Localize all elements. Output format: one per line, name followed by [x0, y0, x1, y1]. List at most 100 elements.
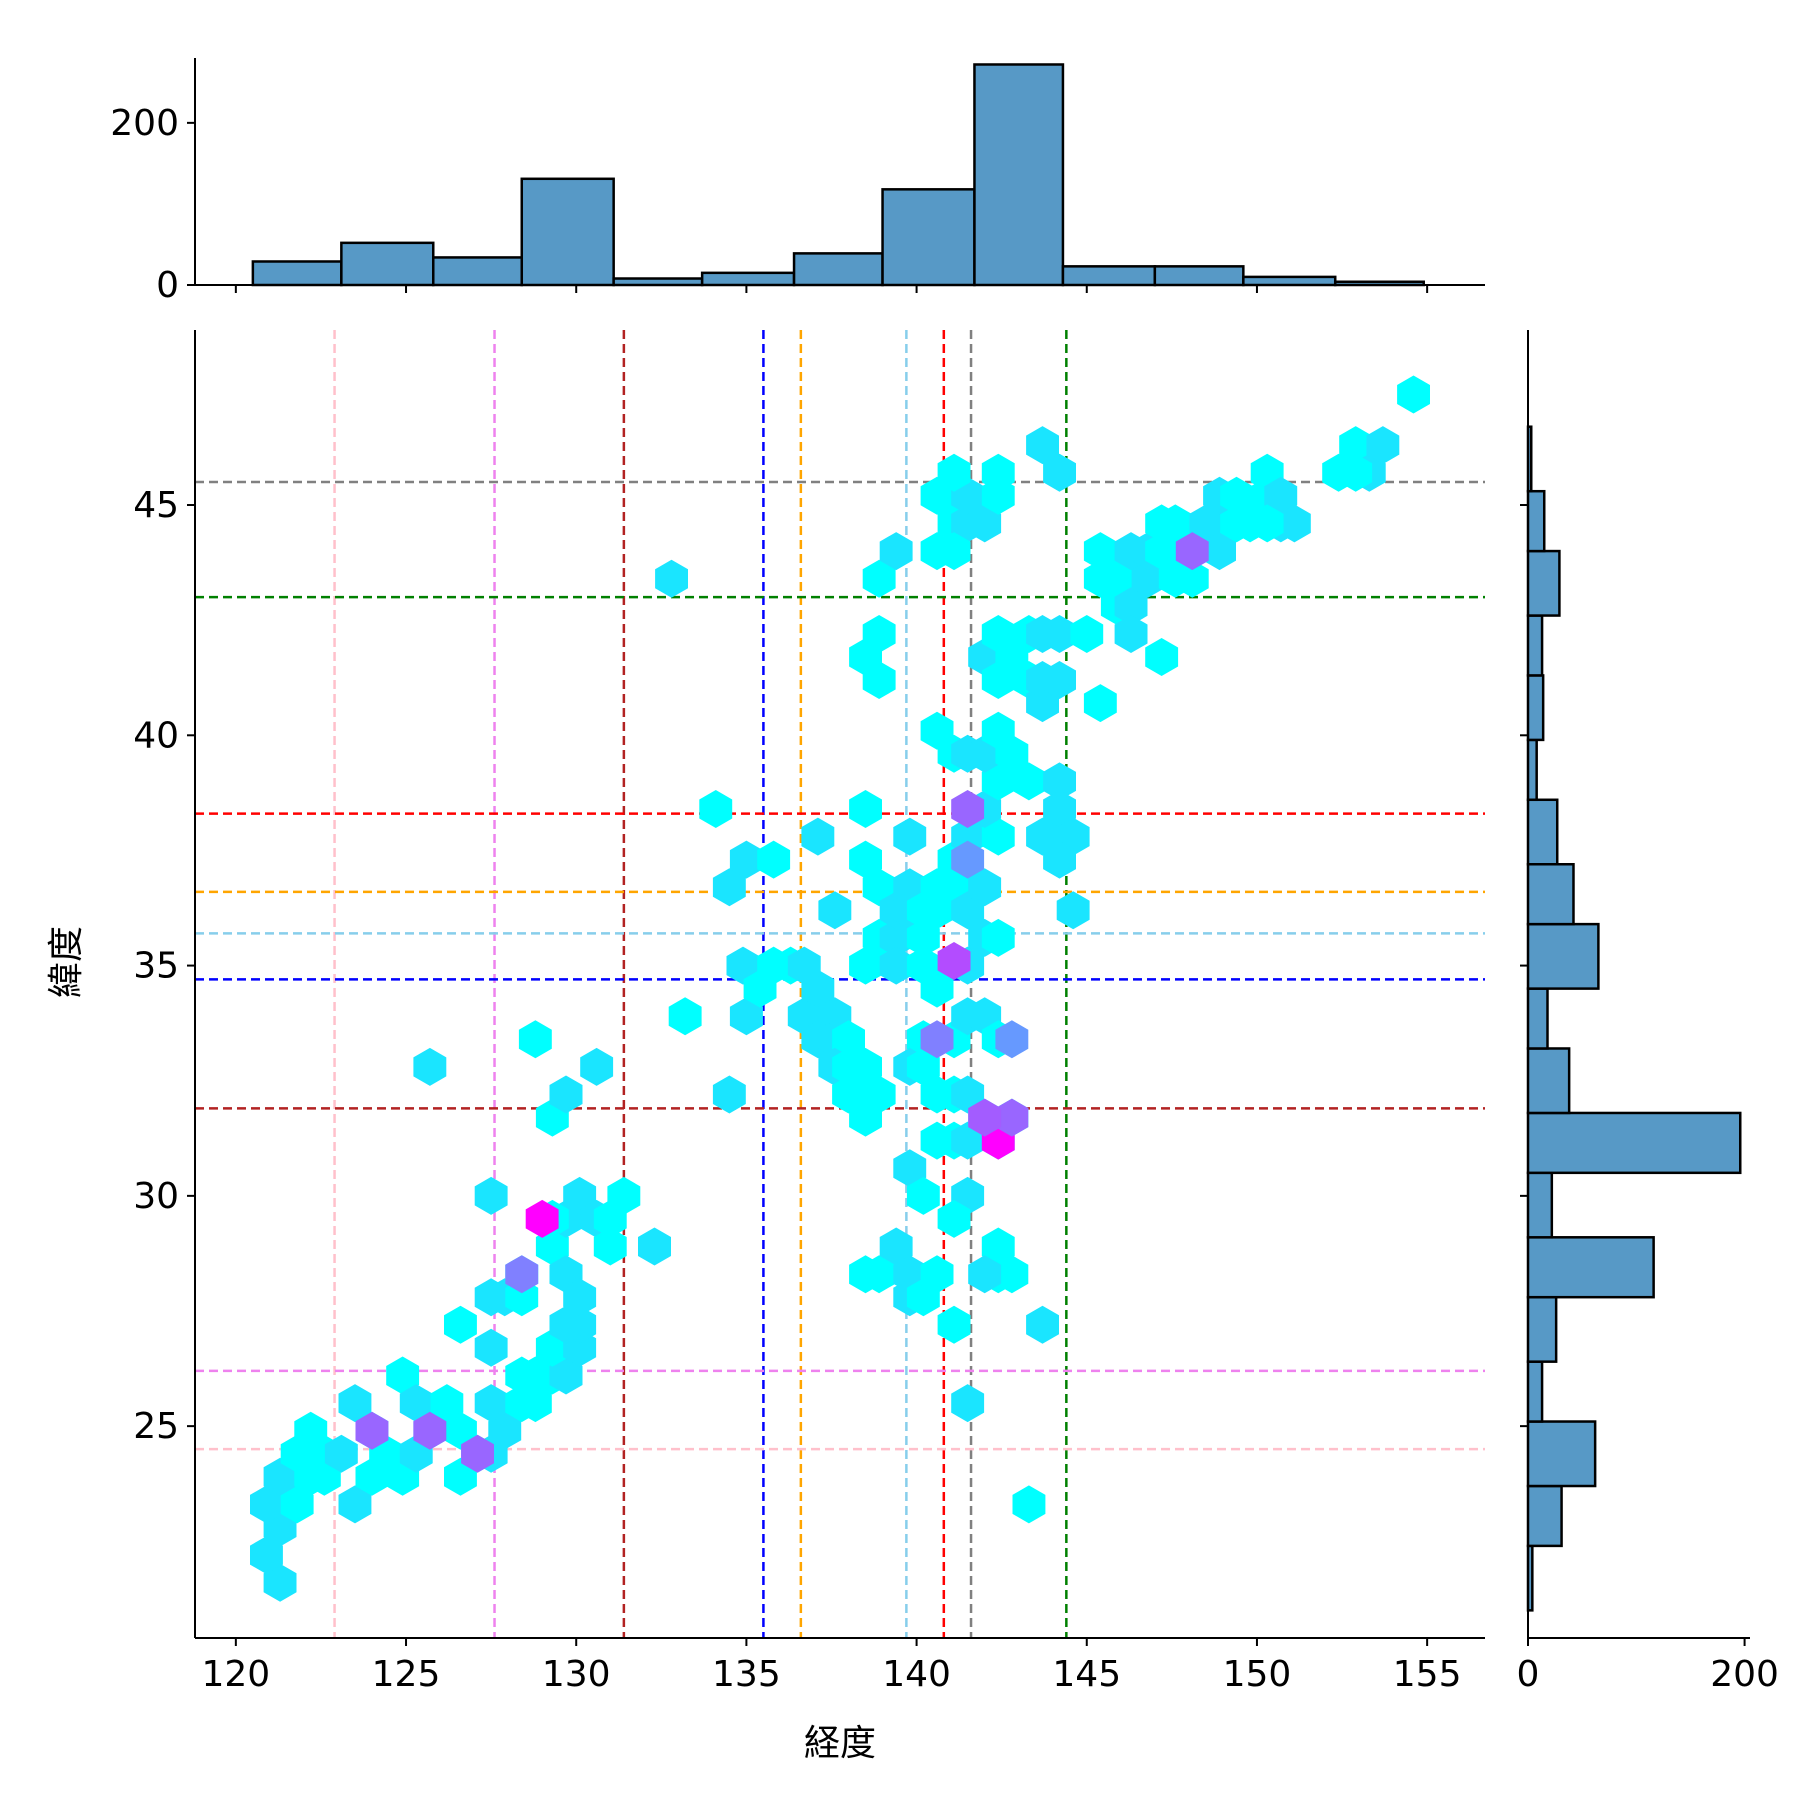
histogram-bar: [1526, 1171, 1554, 1239]
hexbin-cell: [430, 1384, 464, 1423]
hexbin-cell: [1100, 559, 1134, 598]
histogram-bar: [792, 252, 884, 287]
histogram-bar: [1526, 1047, 1571, 1115]
hexbin-cell: [879, 1227, 913, 1266]
hexbin-cell-dense: [505, 1255, 539, 1294]
hexbin-cell: [324, 1434, 358, 1473]
hexbin-cell: [818, 891, 852, 930]
hexbin-cell: [981, 1227, 1015, 1266]
hexbin-cell: [862, 559, 896, 598]
hexbin-cell: [1026, 426, 1059, 465]
hexbin-cell: [280, 1485, 314, 1524]
hexbin-cell: [699, 790, 733, 828]
hexbin-cell: [1220, 476, 1253, 515]
hexbin-cell: [1070, 615, 1104, 653]
histogram-bar: [1526, 614, 1544, 677]
hexbin-cell: [1043, 790, 1076, 828]
hexbin-cell: [250, 1536, 283, 1575]
hexbin-cell-dense: [968, 1098, 1002, 1137]
y-tick-label: 25: [133, 1406, 179, 1447]
hexbin-cell: [474, 1176, 508, 1215]
hexbin-cell: [1083, 532, 1117, 571]
hexbin-cell: [474, 1328, 508, 1367]
hexbin-cell: [849, 1047, 882, 1086]
hexbin-cell: [981, 817, 1015, 856]
histogram-bar: [1153, 265, 1245, 287]
hexbin-cell: [607, 1176, 641, 1215]
hexbin-cell: [801, 817, 835, 856]
hexbin-cell-dense: [525, 1199, 559, 1238]
hexbin-cell: [937, 1199, 971, 1238]
hexbin-cell-dense: [951, 790, 985, 828]
histogram-bar: [520, 177, 615, 287]
hexbin-cell: [1043, 661, 1076, 699]
x-tick-label: 120: [201, 1654, 270, 1695]
hexbin-cell: [920, 1255, 954, 1294]
histogram-bar: [1242, 275, 1337, 287]
hexbin-cell-dense: [951, 840, 985, 879]
histogram-bar: [1526, 1236, 1655, 1299]
hexbin-cell: [757, 840, 791, 879]
hexbin-cell: [862, 1255, 896, 1294]
hexbin-cell: [879, 532, 913, 571]
hexbin-cell: [729, 840, 763, 879]
right-hist-x-tick-label: 0: [1517, 1654, 1540, 1695]
histogram-bar: [973, 63, 1065, 287]
hexbin-cell: [712, 1075, 746, 1114]
hexbin-cell: [488, 1411, 522, 1450]
histogram-bar: [251, 260, 343, 287]
hexbin-cell: [655, 559, 688, 598]
hexbin-cell: [951, 1384, 985, 1423]
hexbin-cell: [787, 946, 821, 985]
top-hist-y-tick-label: 200: [110, 103, 179, 144]
right-hist-x-tick-label: 200: [1710, 1654, 1779, 1695]
hexbin-cell: [1012, 1485, 1046, 1524]
hexbin-cell: [518, 1384, 552, 1423]
x-axis-title: 経度: [804, 1723, 876, 1764]
hexbin-cell-dense: [920, 1020, 954, 1059]
hexbin-cell: [593, 1227, 627, 1266]
histogram-bar: [1526, 922, 1600, 990]
hexbin-cell: [1250, 504, 1284, 543]
hexbin-cell: [638, 1227, 671, 1266]
histogram-bar: [700, 271, 796, 287]
hexbin-cell-dense: [937, 942, 971, 980]
hexbin-cell: [981, 762, 1015, 801]
x-tick-label: 145: [1052, 1654, 1121, 1695]
hexbin-cell: [413, 1047, 447, 1086]
y-tick-label: 40: [133, 715, 179, 756]
hexbin-cell: [1277, 504, 1311, 543]
hexbin-cell: [563, 1278, 597, 1317]
y-tick-label: 35: [133, 946, 179, 987]
x-tick-label: 135: [712, 1654, 781, 1695]
histogram-bar: [432, 256, 524, 287]
y-tick-label: 45: [133, 485, 179, 526]
hexbin-cell: [849, 840, 882, 879]
hexbin-cell: [968, 1255, 1002, 1294]
histogram-bar: [881, 188, 976, 287]
hexbin-cell: [294, 1411, 328, 1450]
y-axis-title: 緯度: [46, 926, 87, 998]
joint-axes: 120 125 130 135 140 145 150 155 25 30 35 40 45: [133, 330, 1485, 1695]
hexbin-cell: [1145, 638, 1179, 676]
hexbin-cell: [1026, 1305, 1059, 1344]
histogram-bar: [1061, 265, 1157, 287]
hexbin-cell: [879, 918, 913, 957]
hexbin-cell: [995, 1255, 1029, 1294]
hexbin-cell: [879, 946, 913, 985]
hexbin-cell: [1114, 615, 1148, 653]
histogram-bar: [1526, 549, 1561, 617]
histogram-bar: [1526, 1295, 1558, 1363]
hexbin-cell: [444, 1305, 477, 1344]
hexbin-cell: [386, 1356, 420, 1395]
hexbin-cell: [474, 1384, 508, 1423]
histogram-bar: [1526, 1111, 1742, 1175]
hexbin-cell: [937, 1305, 971, 1344]
hexbin-cell: [263, 1563, 297, 1602]
hexbin-cell: [1339, 453, 1373, 492]
hexbin-cell: [849, 790, 882, 828]
hexbin-cell-dense: [355, 1411, 389, 1450]
histogram-bar: [1526, 738, 1538, 802]
hexbin-cell: [1366, 426, 1400, 465]
